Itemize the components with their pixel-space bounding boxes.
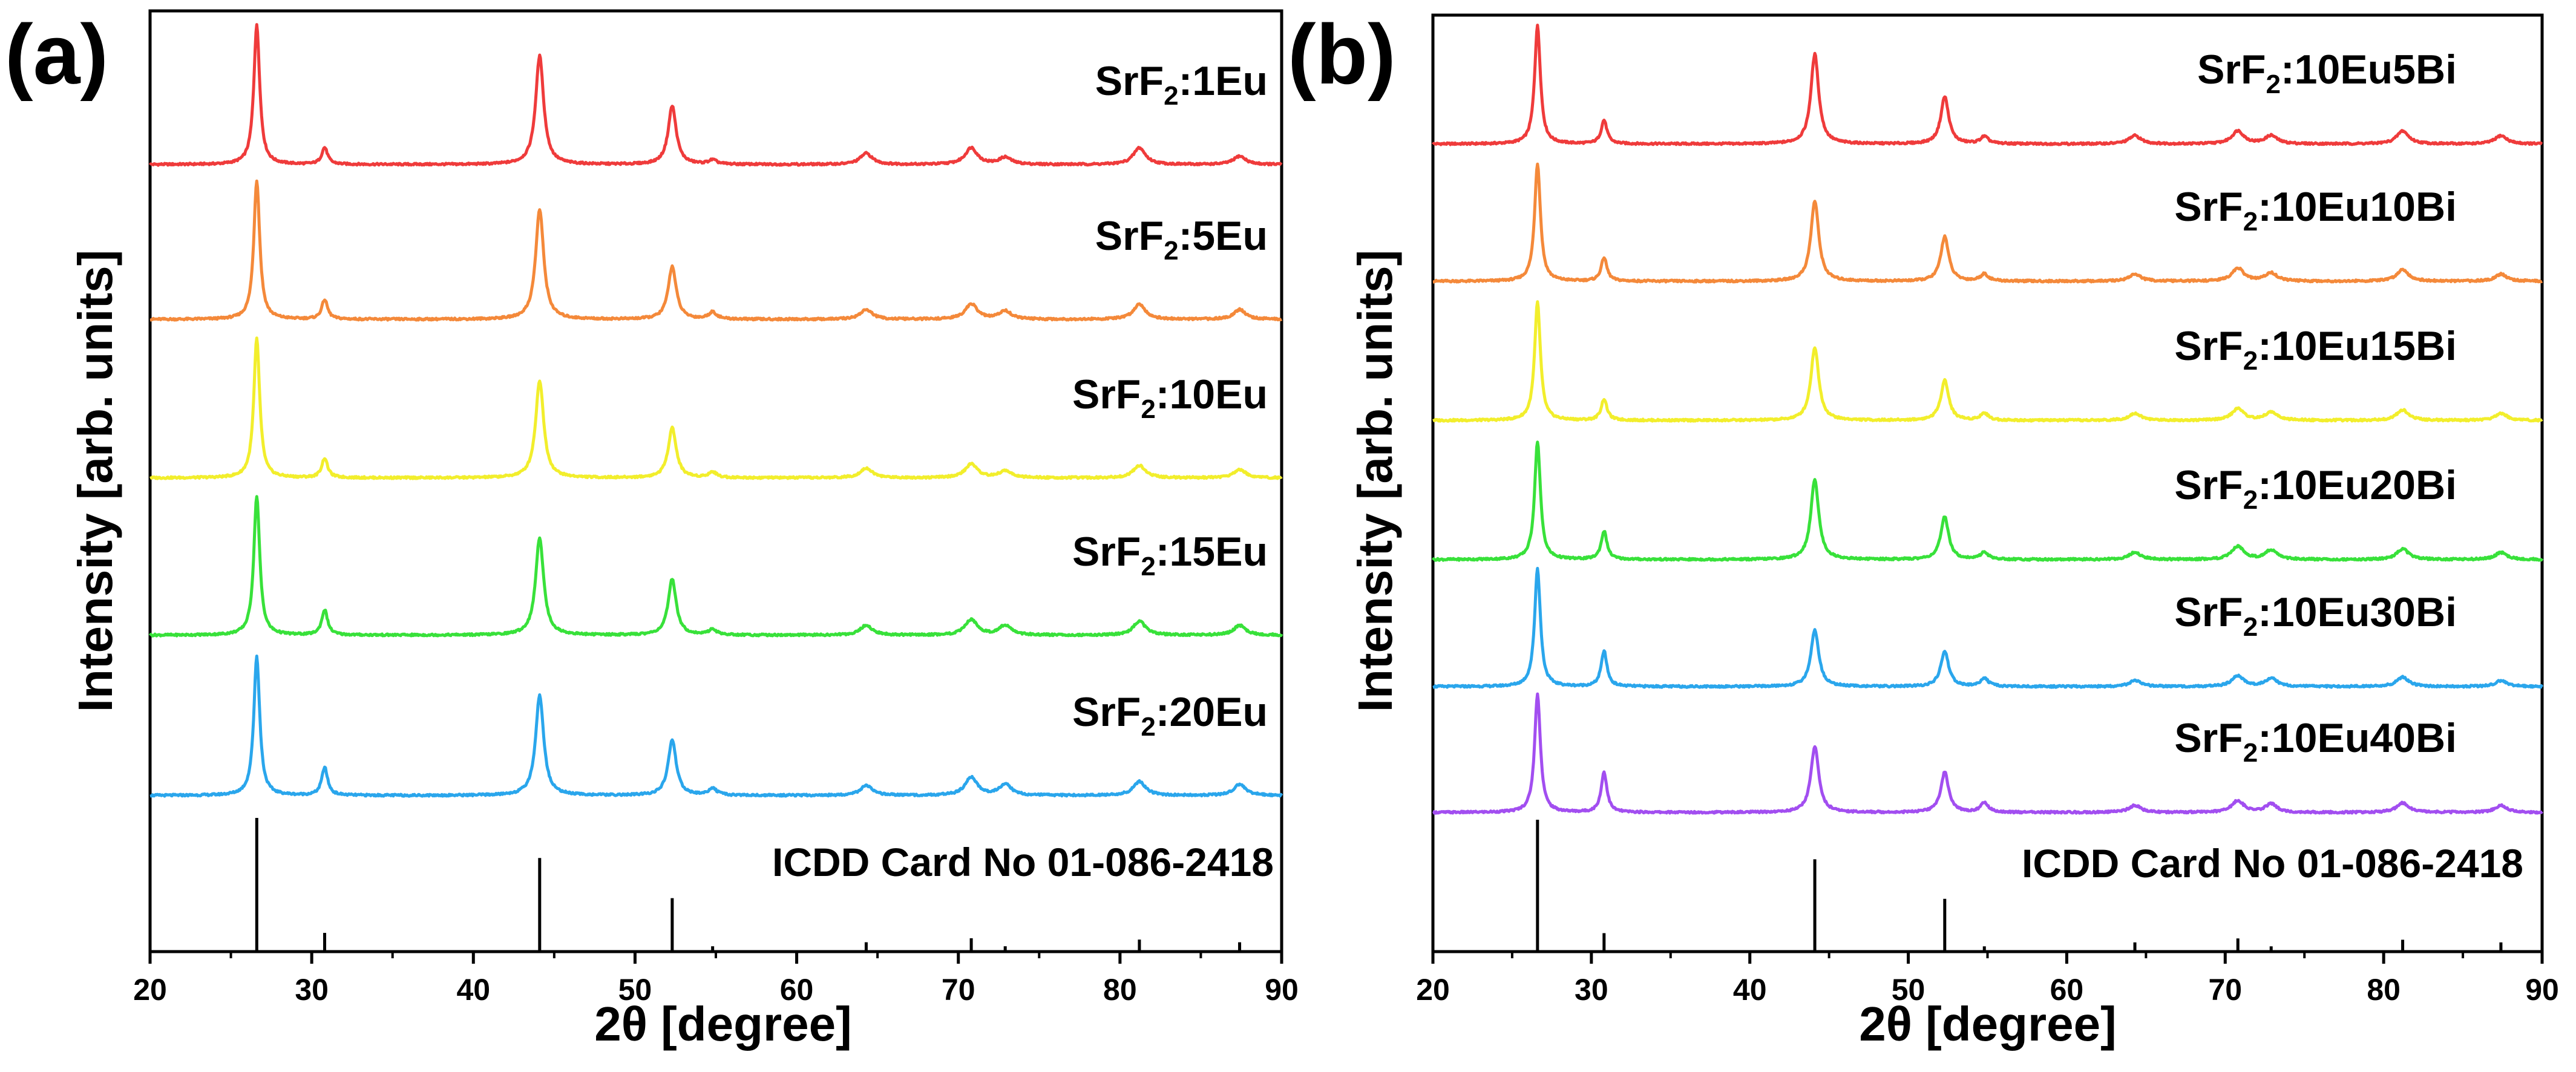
series-line-SrF2:10Eu20Bi <box>1431 440 2544 562</box>
series-label-SrF2:20Eu: SrF2:20Eu <box>1072 689 1268 742</box>
series-line-SrF2:10Eu <box>149 336 1283 480</box>
x-tick-label: 60 <box>2050 973 2084 1007</box>
x-tick-label: 60 <box>780 973 814 1007</box>
x-tick-label: 50 <box>1892 973 1925 1007</box>
x-tick-label: 80 <box>2367 973 2401 1007</box>
panel-b-tag: (b) <box>1288 7 1396 102</box>
series-label-SrF2:10Eu40Bi: SrF2:10Eu40Bi <box>2174 715 2457 768</box>
series-line-SrF2:10Eu15Bi <box>1432 300 2543 423</box>
x-tick-label: 40 <box>1733 973 1767 1007</box>
panel-a-tag: (a) <box>5 7 108 102</box>
x-tick-label: 20 <box>1416 973 1450 1007</box>
x-tick-label: 70 <box>2208 973 2242 1007</box>
series-label-SrF2:1Eu: SrF2:1Eu <box>1095 58 1268 111</box>
panel-b-content: SrF2:10Eu5Bi SrF2:10Eu10Bi SrF2:10Eu15Bi Sr… <box>1431 24 2544 952</box>
series-line-SrF2:1Eu <box>148 23 1283 167</box>
series-label-SrF2:10Eu10Bi: SrF2:10Eu10Bi <box>2174 184 2457 237</box>
series-label-SrF2:10Eu20Bi: SrF2:10Eu20Bi <box>2174 462 2457 515</box>
reference-label: ICDD Card No 01-086-2418 <box>2022 841 2523 886</box>
panel-a: (a) SrF2:1EuSrF2:5EuSrF2:10EuSrF2:15EuSr… <box>5 7 1299 1051</box>
x-tick-label: 90 <box>2525 973 2559 1007</box>
x-tick-label: 80 <box>1103 973 1137 1007</box>
panel-a-y-axis-label: Intensity [arb. units] <box>68 250 122 713</box>
series-line-SrF2:20Eu <box>149 655 1283 798</box>
series-label-SrF2:15Eu: SrF2:15Eu <box>1072 529 1268 581</box>
x-tick-label: 40 <box>456 973 490 1007</box>
series-line-SrF2:10Eu40Bi <box>1432 692 2543 815</box>
x-tick-label: 90 <box>1265 973 1299 1007</box>
series-label-SrF2:10Eu15Bi: SrF2:10Eu15Bi <box>2174 323 2457 376</box>
panel-a-content: SrF2:1Eu SrF2:5Eu SrF2:10Eu SrF2:15Eu SrF2:2… <box>148 23 1283 952</box>
panel-a-x-axis-label: 2θ [degree] <box>594 997 852 1051</box>
reference-label: ICDD Card No 01-086-2418 <box>772 840 1274 884</box>
series-label-SrF2:10Eu: SrF2:10Eu <box>1072 371 1268 424</box>
panel-b-x-axis-label: 2θ [degree] <box>1859 997 2117 1051</box>
panel-b-y-axis-label: Intensity [arb. units] <box>1348 250 1402 713</box>
panel-a-plot-frame <box>148 9 1283 953</box>
series-line-SrF2:15Eu <box>148 495 1283 638</box>
x-tick-label: 50 <box>618 973 652 1007</box>
panel-b: (b) SrF2:10Eu5Bi SrF2:10Eu10Bi SrF2:10Eu15… <box>1288 7 2559 1051</box>
panel-b-x-axis: 20 30 40 50 60 70 80 90 <box>1416 952 2559 1007</box>
series-line-SrF2:5Eu <box>149 179 1283 322</box>
x-tick-label: 20 <box>133 973 167 1007</box>
series-label-SrF2:10Eu30Bi: SrF2:10Eu30Bi <box>2174 589 2457 642</box>
series-line-SrF2:10Eu10Bi <box>1432 162 2543 284</box>
series-label-SrF2:5Eu: SrF2:5Eu <box>1095 213 1268 266</box>
series-label-SrF2:10Eu5Bi: SrF2:10Eu5Bi <box>2197 47 2457 99</box>
x-tick-label: 70 <box>942 973 975 1007</box>
panel-a-x-axis: 20 30 40 50 60 70 80 90 <box>133 952 1299 1007</box>
series-line-SrF2:10Eu5Bi <box>1432 24 2543 146</box>
x-tick-label: 30 <box>1575 973 1608 1007</box>
x-tick-label: 30 <box>295 973 329 1007</box>
series-line-SrF2:10Eu30Bi <box>1432 567 2544 689</box>
